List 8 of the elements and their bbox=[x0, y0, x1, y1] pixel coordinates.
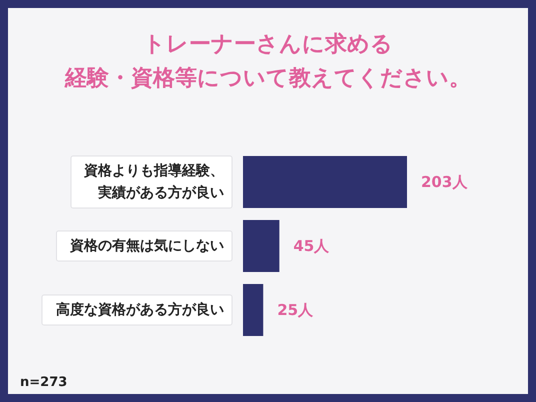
text: n=273 bbox=[20, 375, 68, 390]
y-tick-label: 資格よりも指導経験、実績がある方が良い bbox=[83, 162, 224, 201]
chart-title: トレーナーさんに求める経験・資格等について教えてください。 bbox=[64, 32, 471, 91]
data-label: 25人 bbox=[277, 301, 314, 319]
y-tick-label: 高度な資格がある方が良い bbox=[56, 301, 224, 318]
data-label: 203人 bbox=[421, 173, 468, 191]
y-tick-label: 資格の有無は気にしない bbox=[69, 238, 224, 254]
data-label: 45人 bbox=[293, 237, 330, 255]
